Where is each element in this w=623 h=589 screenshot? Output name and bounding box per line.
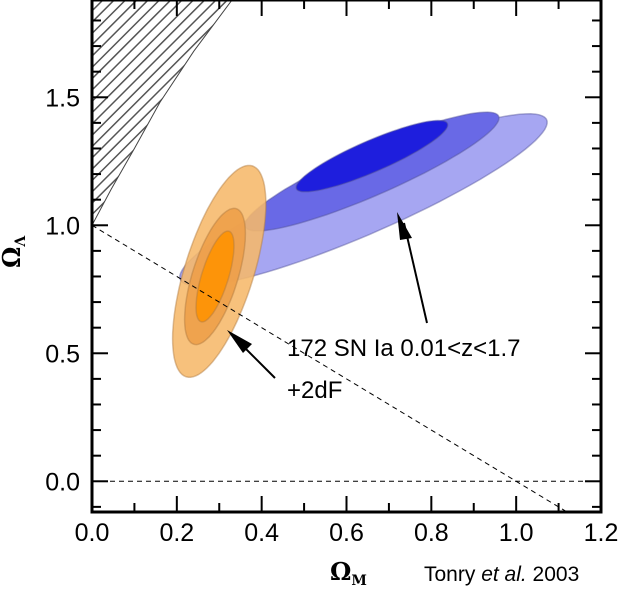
- credit-author: Tonry: [424, 563, 481, 586]
- x-axis-title-sub: M: [351, 573, 367, 589]
- x-axis-title: ΩM: [330, 557, 367, 589]
- credit-etal: et al.: [481, 563, 527, 586]
- x-tick-label: 1.0: [499, 519, 534, 547]
- annotation-sn-ia: 172 SN Ia 0.01<z<1.7: [287, 212, 521, 362]
- annotation-2df: +2dF: [227, 330, 342, 404]
- y-axis-title-sub: Λ: [13, 235, 29, 248]
- x-tick-label: 0.4: [244, 519, 279, 547]
- annotation-label-2df: +2dF: [287, 377, 342, 404]
- annotation-label-sn-ia: 172 SN Ia 0.01<z<1.7: [287, 335, 521, 362]
- axis-tick-labels: 0.0 0.2 0.4 0.6 0.8 1.0 1.2 0.0 0.5 1.0 1.5: [45, 84, 618, 547]
- x-axis-title-main: Ω: [330, 557, 351, 586]
- y-tick-label: 0.5: [45, 340, 80, 368]
- sn-2df-contours: [171, 164, 267, 379]
- y-axis-title-main: Ω: [0, 247, 26, 268]
- annotation-arrowhead-2df: [227, 330, 252, 353]
- x-tick-label: 0.0: [75, 519, 110, 547]
- annotation-arrow-sn-ia: [403, 222, 428, 324]
- x-tick-label: 1.2: [584, 519, 619, 547]
- excluded-region-hatched: [92, 0, 233, 226]
- y-tick-label: 1.5: [45, 84, 80, 112]
- x-tick-label: 0.2: [159, 519, 194, 547]
- 2df-contour-level-1: [195, 230, 235, 323]
- figure-credit: Tonry et al. 2003: [424, 563, 579, 586]
- x-tick-label: 0.8: [414, 519, 449, 547]
- annotation-arrowhead-sn-ia: [397, 212, 412, 240]
- axis-ticks: [91, 0, 602, 512]
- sn-ia-contour-level-1: [295, 119, 449, 193]
- x-tick-label: 0.6: [329, 519, 364, 547]
- y-tick-label: 1.0: [45, 212, 80, 240]
- credit-year: 2003: [527, 563, 580, 586]
- y-tick-label: 0.0: [45, 468, 80, 496]
- flat-universe-dashed-line: [92, 224, 569, 512]
- sn-ia-contours: [179, 111, 548, 287]
- y-axis-title: ΩΛ: [0, 235, 29, 268]
